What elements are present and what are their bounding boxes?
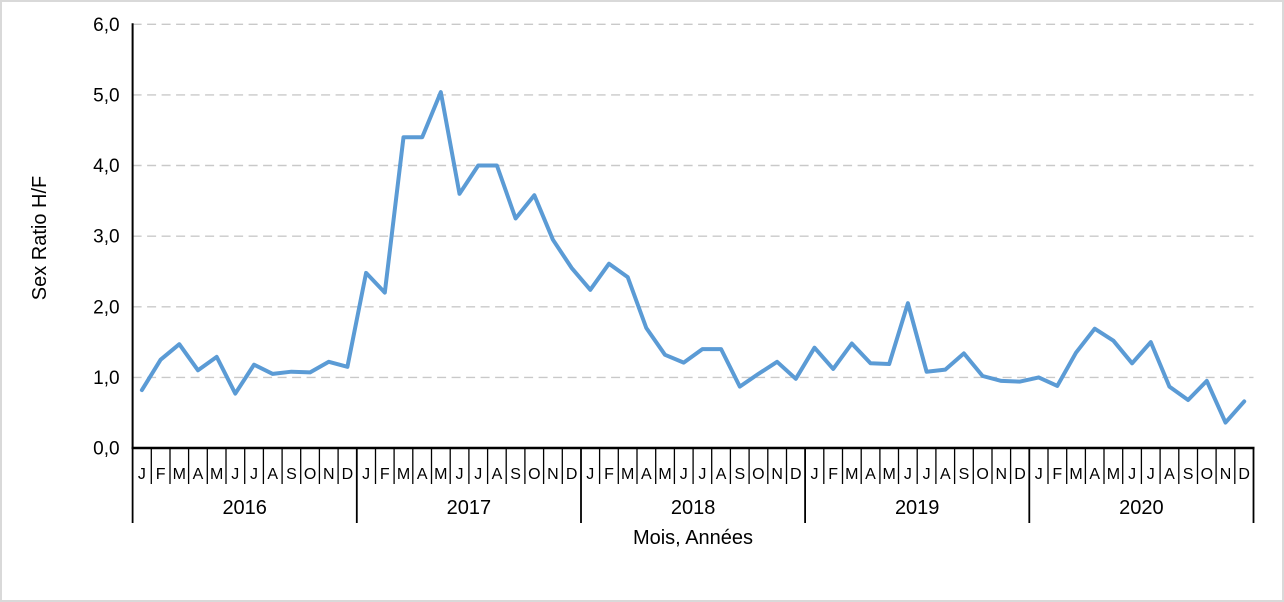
month-letter-label: D xyxy=(342,466,354,483)
year-label: 2019 xyxy=(895,497,940,519)
month-letter-label: S xyxy=(1183,466,1194,483)
month-letter-label: A xyxy=(193,466,204,483)
month-letter-label: M xyxy=(434,466,447,483)
month-letter-label: M xyxy=(210,466,223,483)
data-series xyxy=(139,90,1247,425)
y-tick-label: 5,0 xyxy=(93,85,119,106)
month-letter-label: S xyxy=(734,466,745,483)
month-letter-label: O xyxy=(1201,466,1213,483)
month-letter-label: J xyxy=(138,466,146,483)
month-letter-label: N xyxy=(771,466,783,483)
month-letter-label: J xyxy=(456,466,464,483)
month-letter-label: M xyxy=(397,466,410,483)
gridlines xyxy=(132,23,1254,379)
year-label: 2016 xyxy=(222,497,267,519)
month-letter-label: D xyxy=(566,466,578,483)
year-label: 2018 xyxy=(671,497,716,519)
month-letter-label: A xyxy=(940,466,951,483)
x-axis-title: Mois, Années xyxy=(633,527,753,549)
month-letter-label: M xyxy=(621,466,634,483)
month-letter-label: J xyxy=(698,466,706,483)
month-letter-label: O xyxy=(976,466,988,483)
month-letter-label: J xyxy=(904,466,912,483)
month-letter-label: J xyxy=(1147,466,1155,483)
month-letter-label: D xyxy=(1238,466,1250,483)
month-letter-label: M xyxy=(883,466,896,483)
month-letter-label: O xyxy=(304,466,316,483)
y-tick-label: 2,0 xyxy=(93,297,119,318)
month-letter-label: J xyxy=(362,466,370,483)
month-letter-label: S xyxy=(959,466,970,483)
y-tick-label: 4,0 xyxy=(93,156,119,177)
month-letter-label: J xyxy=(811,466,819,483)
month-letter-label: J xyxy=(923,466,931,483)
month-letter-label: M xyxy=(1107,466,1120,483)
month-letter-label: A xyxy=(492,466,503,483)
month-letter-label: N xyxy=(996,466,1008,483)
month-letter-label: M xyxy=(173,466,186,483)
year-label: 2017 xyxy=(447,497,492,519)
y-axis-tick-labels: 0,0 1,0 2,0 3,0 4,0 5,0 6,0 xyxy=(93,15,119,460)
month-letter-label: M xyxy=(1069,466,1082,483)
month-letter-label: J xyxy=(586,466,594,483)
month-letter-label: N xyxy=(547,466,559,483)
month-letter-label: N xyxy=(1220,466,1232,483)
year-labels: 2016 2017 2018 2019 2020 xyxy=(222,497,1163,519)
month-letter-label: J xyxy=(1035,466,1043,483)
month-letter-label: A xyxy=(1089,466,1100,483)
month-letter-label: M xyxy=(658,466,671,483)
y-tick-label: 6,0 xyxy=(93,15,119,36)
month-letter-label: F xyxy=(1052,466,1062,483)
month-letter-label: F xyxy=(828,466,838,483)
month-letter-label: J xyxy=(474,466,482,483)
sex-ratio-series-line xyxy=(139,90,1247,425)
month-letter-label: A xyxy=(1164,466,1175,483)
y-tick-label: 3,0 xyxy=(93,227,119,248)
month-letter-label: O xyxy=(752,466,764,483)
y-tick-label: 1,0 xyxy=(93,368,119,389)
y-tick-label: 0,0 xyxy=(93,439,119,460)
month-letter-label: M xyxy=(845,466,858,483)
month-letter-label: A xyxy=(716,466,727,483)
month-letter-label: A xyxy=(417,466,428,483)
axes xyxy=(131,23,1255,523)
month-letter-label: J xyxy=(1128,466,1136,483)
month-letter-label: O xyxy=(528,466,540,483)
month-letter-label: F xyxy=(156,466,166,483)
month-letter-label: D xyxy=(790,466,802,483)
month-letter-label: J xyxy=(250,466,258,483)
month-letter-label: F xyxy=(380,466,390,483)
y-axis-title: Sex Ratio H/F xyxy=(29,176,51,300)
month-letter-label: A xyxy=(267,466,278,483)
month-letter-label: A xyxy=(865,466,876,483)
month-letter-label: J xyxy=(231,466,239,483)
month-letter-label: F xyxy=(604,466,614,483)
month-letter-label: A xyxy=(641,466,652,483)
month-letter-label: D xyxy=(1014,466,1026,483)
month-letter-label: S xyxy=(510,466,521,483)
month-letter-label: S xyxy=(286,466,297,483)
year-label: 2020 xyxy=(1119,497,1164,519)
month-letter-label: J xyxy=(680,466,688,483)
month-letter-label: N xyxy=(323,466,335,483)
